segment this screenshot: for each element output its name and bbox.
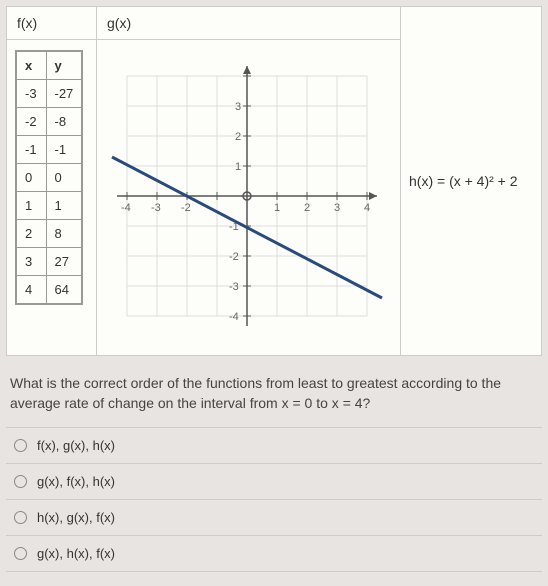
svg-text:1: 1 [235,161,241,173]
svg-text:-4: -4 [121,202,131,214]
hx-column: h(x) = (x + 4)² + 2 [401,7,541,355]
gx-column: g(x) -4 [97,7,401,355]
gx-graph: -4 -3 -2 1 2 3 4 3 2 1 -1 -2 -3 -4 [107,56,387,336]
option-c[interactable]: h(x), g(x), f(x) [6,500,542,536]
option-label: g(x), f(x), h(x) [37,474,115,489]
svg-text:-2: -2 [229,251,239,263]
fx-table: x y -3-27 -2-8 -1-1 00 11 28 327 464 [15,50,83,305]
fx-header: f(x) [7,7,96,40]
table-header-row: x y [16,51,82,80]
svg-text:2: 2 [235,131,241,143]
table-row: 28 [16,220,82,248]
fx-column: f(x) x y -3-27 -2-8 -1-1 00 11 28 327 46… [7,7,97,355]
table-row: 464 [16,276,82,305]
option-label: h(x), g(x), f(x) [37,510,115,525]
radio-icon [14,439,27,452]
option-label: f(x), g(x), h(x) [37,438,115,453]
option-a[interactable]: f(x), g(x), h(x) [6,428,542,464]
table-row: 11 [16,192,82,220]
option-d[interactable]: g(x), h(x), f(x) [6,536,542,572]
question-text: What is the correct order of the functio… [10,374,538,413]
option-label: g(x), h(x), f(x) [37,546,115,561]
arrow-up-icon [243,66,251,74]
svg-text:1: 1 [274,202,280,214]
svg-text:3: 3 [334,202,340,214]
option-b[interactable]: g(x), f(x), h(x) [6,464,542,500]
svg-text:-2: -2 [181,202,191,214]
table-row: -2-8 [16,108,82,136]
hx-formula: h(x) = (x + 4)² + 2 [409,173,518,189]
svg-text:2: 2 [304,202,310,214]
table-row: -1-1 [16,136,82,164]
radio-icon [14,475,27,488]
table-row: 00 [16,164,82,192]
functions-panel: f(x) x y -3-27 -2-8 -1-1 00 11 28 327 46… [6,6,542,356]
table-row: 327 [16,248,82,276]
radio-icon [14,547,27,560]
table-row: -3-27 [16,80,82,108]
col-x: x [16,51,46,80]
tick-labels: -4 -3 -2 1 2 3 4 3 2 1 -1 -2 -3 -4 [121,101,370,323]
svg-text:-3: -3 [151,202,161,214]
graph-container: -4 -3 -2 1 2 3 4 3 2 1 -1 -2 -3 -4 [97,40,400,355]
gx-header: g(x) [97,7,400,40]
svg-text:4: 4 [364,202,370,214]
svg-text:3: 3 [235,101,241,113]
arrow-right-icon [369,192,377,200]
col-y: y [46,51,82,80]
options-list: f(x), g(x), h(x) g(x), f(x), h(x) h(x), … [6,427,542,572]
svg-text:-3: -3 [229,281,239,293]
radio-icon [14,511,27,524]
svg-text:-4: -4 [229,311,239,323]
